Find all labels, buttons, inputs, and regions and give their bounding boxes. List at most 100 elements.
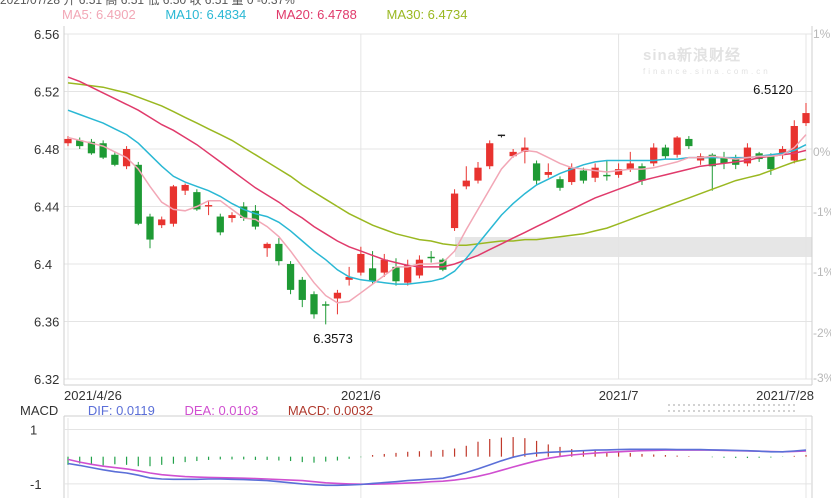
x-tick-label: 2021/7 [599, 388, 639, 403]
candle-body [439, 259, 447, 270]
candle-body [532, 163, 541, 181]
y-tick-label: 6.52 [34, 85, 59, 100]
candle-body [146, 216, 154, 240]
candle-body [720, 157, 728, 164]
scroll-dot [723, 404, 725, 406]
pct-tick-label: -1% [813, 265, 831, 279]
candle-body [462, 180, 470, 187]
scroll-dot [683, 410, 685, 412]
candle-body [790, 126, 798, 161]
scroll-dot [703, 410, 705, 412]
scroll-dot [773, 410, 775, 412]
candle-body [310, 294, 318, 315]
candle-body [486, 143, 494, 167]
candle-body [474, 167, 482, 181]
ma10-line [67, 109, 807, 285]
candle-body [345, 276, 353, 280]
scroll-dot [753, 410, 755, 412]
scroll-dot [668, 410, 670, 412]
candle-body [204, 205, 213, 207]
candle-body [99, 143, 107, 158]
sina-watermark-logo: sina新浪财经 finance.sina.com.cn [643, 44, 771, 76]
candle-body [603, 174, 611, 177]
candle-body [322, 304, 330, 306]
scroll-dot [758, 404, 760, 406]
candle-body [263, 243, 271, 249]
y-tick-label: 6.32 [34, 372, 59, 387]
candle-body [556, 179, 564, 188]
scroll-dot [778, 404, 780, 406]
scroll-dot [708, 404, 710, 406]
candle-body [614, 169, 623, 175]
candle-body [286, 264, 295, 290]
scroll-dot [788, 410, 790, 412]
scroll-dot [693, 404, 695, 406]
dif-line [67, 448, 807, 487]
candle-body [275, 243, 283, 262]
scroll-dot [788, 404, 790, 406]
scroll-dot [758, 410, 760, 412]
scroll-dot [713, 410, 715, 412]
candle-body [368, 268, 377, 282]
candle-body [298, 279, 306, 300]
x-tick-label: 2021/4/26 [64, 388, 122, 403]
scroll-dot [698, 410, 700, 412]
ma30-legend: MA30: 6.4734 [386, 7, 468, 22]
pct-tick-label: 1% [813, 27, 831, 41]
ma30-line [67, 82, 807, 247]
pct-tick-label: 0% [813, 145, 831, 159]
header-fragment: 2021/07/28 开 6.51 高 6.51 低 6.50 收 6.51 量… [0, 0, 295, 7]
candle-body [333, 292, 342, 299]
candle-body [778, 149, 787, 155]
macd-title: MACD [20, 403, 59, 418]
scroll-dot [768, 410, 770, 412]
scroll-dot [708, 410, 710, 412]
scroll-dot [673, 404, 675, 406]
ma10-legend: MA10: 6.4834 [165, 7, 247, 22]
scroll-dot [723, 410, 725, 412]
watermark-brand: sina新浪财经 [643, 47, 742, 64]
scroll-dot [668, 404, 670, 406]
candle-body [673, 137, 681, 155]
candle-body [404, 265, 412, 283]
scroll-dot [713, 404, 715, 406]
scroll-dot [773, 404, 775, 406]
high-annotation: 6.5120 [753, 82, 793, 97]
candle-body [591, 167, 599, 178]
y-tick-label: 6.48 [34, 142, 59, 157]
scroll-dot [738, 404, 740, 406]
candle-body [450, 193, 459, 229]
ma5-line [67, 134, 807, 304]
candle-body [240, 206, 248, 218]
previous-close-band [455, 237, 812, 257]
scroll-dot [683, 404, 685, 406]
scroll-dot [688, 410, 690, 412]
scroll-dot [718, 404, 720, 406]
candle-body [87, 141, 96, 154]
scroll-dot [763, 410, 765, 412]
candle-body [76, 140, 84, 147]
candle-body [158, 219, 166, 226]
ma20-line [67, 76, 807, 268]
candle-body [216, 216, 224, 233]
scroll-dot [783, 410, 785, 412]
candle-body [661, 147, 670, 157]
x-tick-label: 2021/7/28 [756, 388, 814, 403]
candle-body [357, 253, 365, 273]
scroll-dot [748, 404, 750, 406]
candle-body [193, 192, 201, 210]
candle-body [626, 163, 634, 170]
scroll-dot [673, 410, 675, 412]
candle-body [743, 147, 752, 164]
scroll-dot [768, 404, 770, 406]
candle-body [111, 154, 119, 165]
low-annotation: 6.3573 [313, 331, 353, 346]
scroll-dot [733, 404, 735, 406]
scroll-dot [748, 410, 750, 412]
ma5-legend: MA5: 6.4902 [62, 7, 136, 22]
scroll-dot [743, 404, 745, 406]
scroll-dot [728, 404, 730, 406]
dea-legend: DEA: 0.0103 [184, 403, 259, 418]
candle-body [544, 172, 552, 175]
